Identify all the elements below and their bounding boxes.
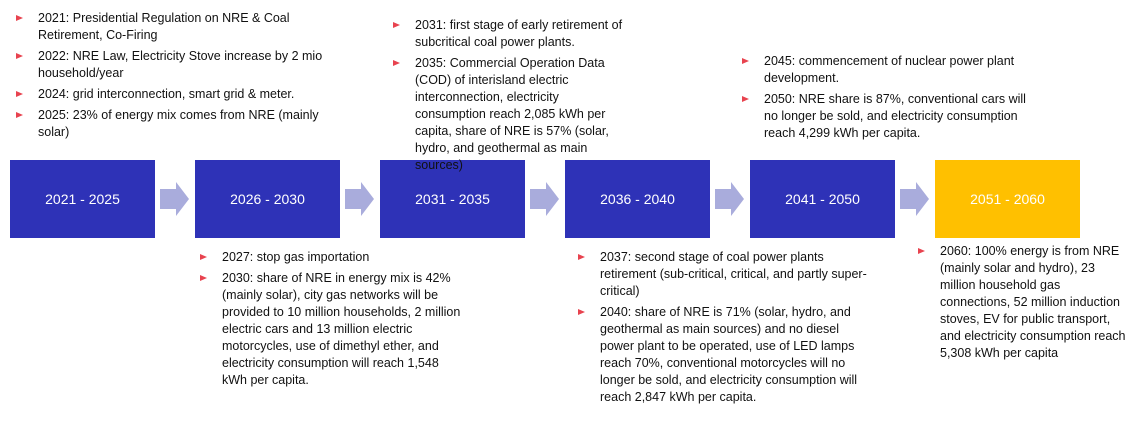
note: 2050: NRE share is 87%, conventional car… <box>740 91 1040 142</box>
note: 2025: 23% of energy mix comes from NRE (… <box>14 107 334 141</box>
note: 2024: grid interconnection, smart grid &… <box>14 86 334 103</box>
note: 2031: first stage of early retirement of… <box>391 17 631 51</box>
stage-notes: 2027: stop gas importation 2030: share of… <box>198 249 466 393</box>
note: 2027: stop gas importation <box>198 249 466 266</box>
stage-box: 2036 - 2040 <box>565 160 710 238</box>
note: 2021: Presidential Regulation on NRE & C… <box>14 10 334 44</box>
arrow <box>715 182 744 216</box>
stage-notes: 2021: Presidential Regulation on NRE & C… <box>14 10 334 145</box>
stage-box: 2031 - 2035 <box>380 160 525 238</box>
stage-box: 2051 - 2060 <box>935 160 1080 238</box>
stage-notes: 2037: second stage of coal power plants … <box>576 249 876 410</box>
note: 2022: NRE Law, Electricity Stove increas… <box>14 48 334 82</box>
arrow <box>530 182 559 216</box>
stage-notes: 2031: first stage of early retirement of… <box>391 17 631 178</box>
arrow <box>900 182 929 216</box>
note: 2037: second stage of coal power plants … <box>576 249 876 300</box>
stage-notes: 2060: 100% energy is from NRE (mainly so… <box>916 243 1126 366</box>
note: 2035: Commercial Operation Data (COD) of… <box>391 55 631 174</box>
stage-box: 2026 - 2030 <box>195 160 340 238</box>
note: 2030: share of NRE in energy mix is 42% … <box>198 270 466 389</box>
stage-notes: 2045: commencement of nuclear power plan… <box>740 53 1040 146</box>
stage-box: 2021 - 2025 <box>10 160 155 238</box>
arrow <box>160 182 189 216</box>
note: 2060: 100% energy is from NRE (mainly so… <box>916 243 1126 362</box>
note: 2040: share of NRE is 71% (solar, hydro,… <box>576 304 876 406</box>
note: 2045: commencement of nuclear power plan… <box>740 53 1040 87</box>
arrow <box>345 182 374 216</box>
stage-box: 2041 - 2050 <box>750 160 895 238</box>
